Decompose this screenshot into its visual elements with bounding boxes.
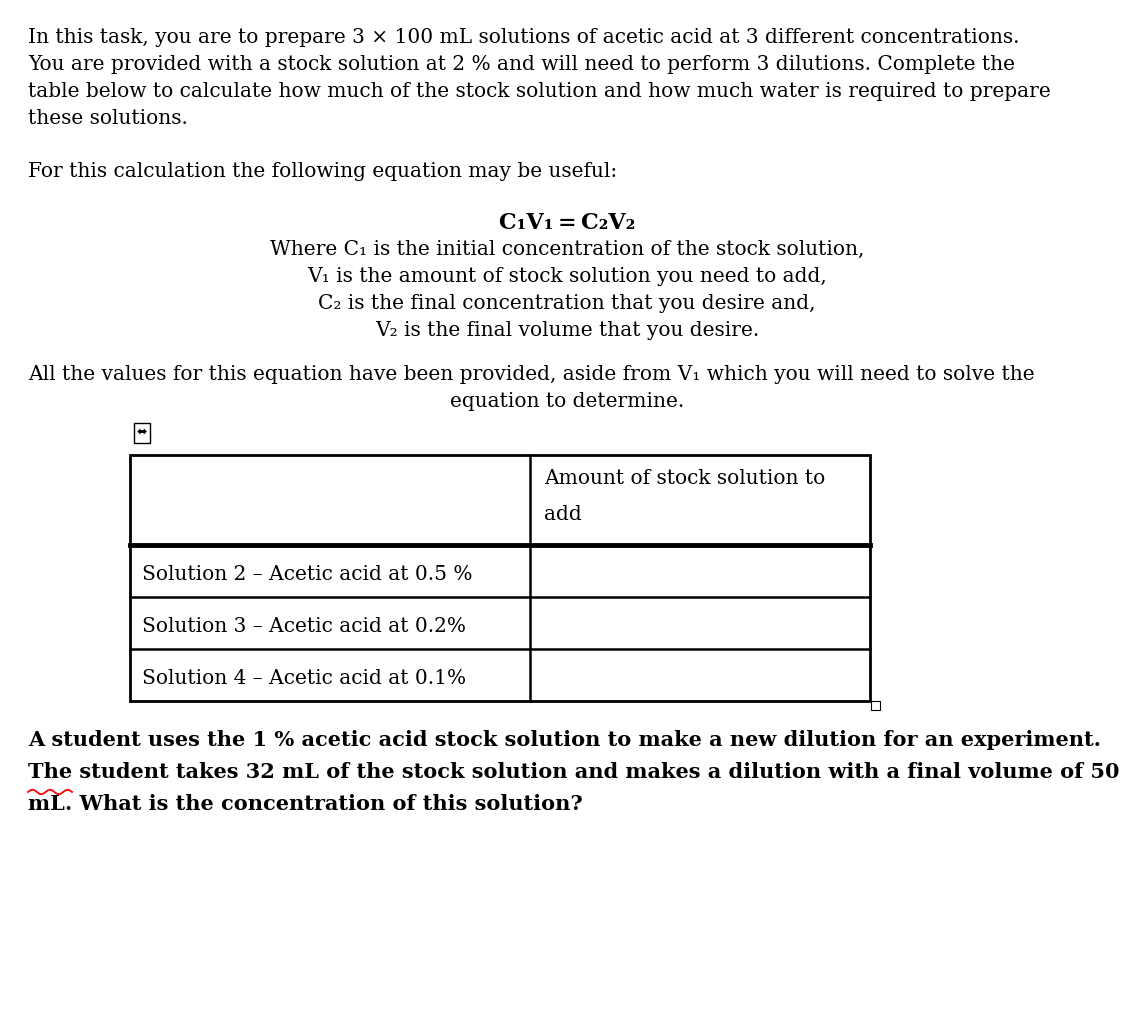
Text: Solution 4 – Acetic acid at 0.1%: Solution 4 – Acetic acid at 0.1% bbox=[142, 670, 466, 688]
Text: V₁ is the amount of stock solution you need to add,: V₁ is the amount of stock solution you n… bbox=[307, 267, 827, 286]
Text: table below to calculate how much of the stock solution and how much water is re: table below to calculate how much of the… bbox=[28, 82, 1051, 101]
Text: equation to determine.: equation to determine. bbox=[450, 392, 684, 411]
Text: Where C₁ is the initial concentration of the stock solution,: Where C₁ is the initial concentration of… bbox=[270, 240, 864, 259]
Bar bbox=[871, 701, 880, 710]
Text: For this calculation the following equation may be useful:: For this calculation the following equat… bbox=[28, 162, 617, 181]
Text: Solution 3 – Acetic acid at 0.2%: Solution 3 – Acetic acid at 0.2% bbox=[142, 617, 466, 636]
Text: C₂ is the final concentration that you desire and,: C₂ is the final concentration that you d… bbox=[319, 294, 815, 313]
Text: Solution 2 – Acetic acid at 0.5 %: Solution 2 – Acetic acid at 0.5 % bbox=[142, 565, 473, 584]
Text: All the values for this equation have been provided, aside from V₁ which you wil: All the values for this equation have be… bbox=[28, 365, 1034, 384]
Text: The student takes 32 mL of the stock solution and makes a dilution with a final : The student takes 32 mL of the stock sol… bbox=[28, 762, 1119, 782]
Text: add: add bbox=[544, 505, 582, 524]
Text: A student uses the 1 % acetic acid stock solution to make a new dilution for an : A student uses the 1 % acetic acid stock… bbox=[28, 730, 1101, 750]
Bar bbox=[130, 455, 870, 701]
Text: mL. What is the concentration of this solution?: mL. What is the concentration of this so… bbox=[28, 794, 583, 814]
Text: You are provided with a stock solution at 2 % and will need to perform 3 dilutio: You are provided with a stock solution a… bbox=[28, 55, 1015, 74]
Text: ⬌: ⬌ bbox=[137, 426, 147, 440]
Text: Amount of stock solution to: Amount of stock solution to bbox=[544, 469, 826, 488]
Text: these solutions.: these solutions. bbox=[28, 109, 188, 128]
Text: C₁V₁ = C₂V₂: C₁V₁ = C₂V₂ bbox=[499, 212, 635, 234]
Text: In this task, you are to prepare 3 × 100 mL solutions of acetic acid at 3 differ: In this task, you are to prepare 3 × 100… bbox=[28, 28, 1019, 47]
Text: V₂ is the final volume that you desire.: V₂ is the final volume that you desire. bbox=[375, 321, 759, 340]
